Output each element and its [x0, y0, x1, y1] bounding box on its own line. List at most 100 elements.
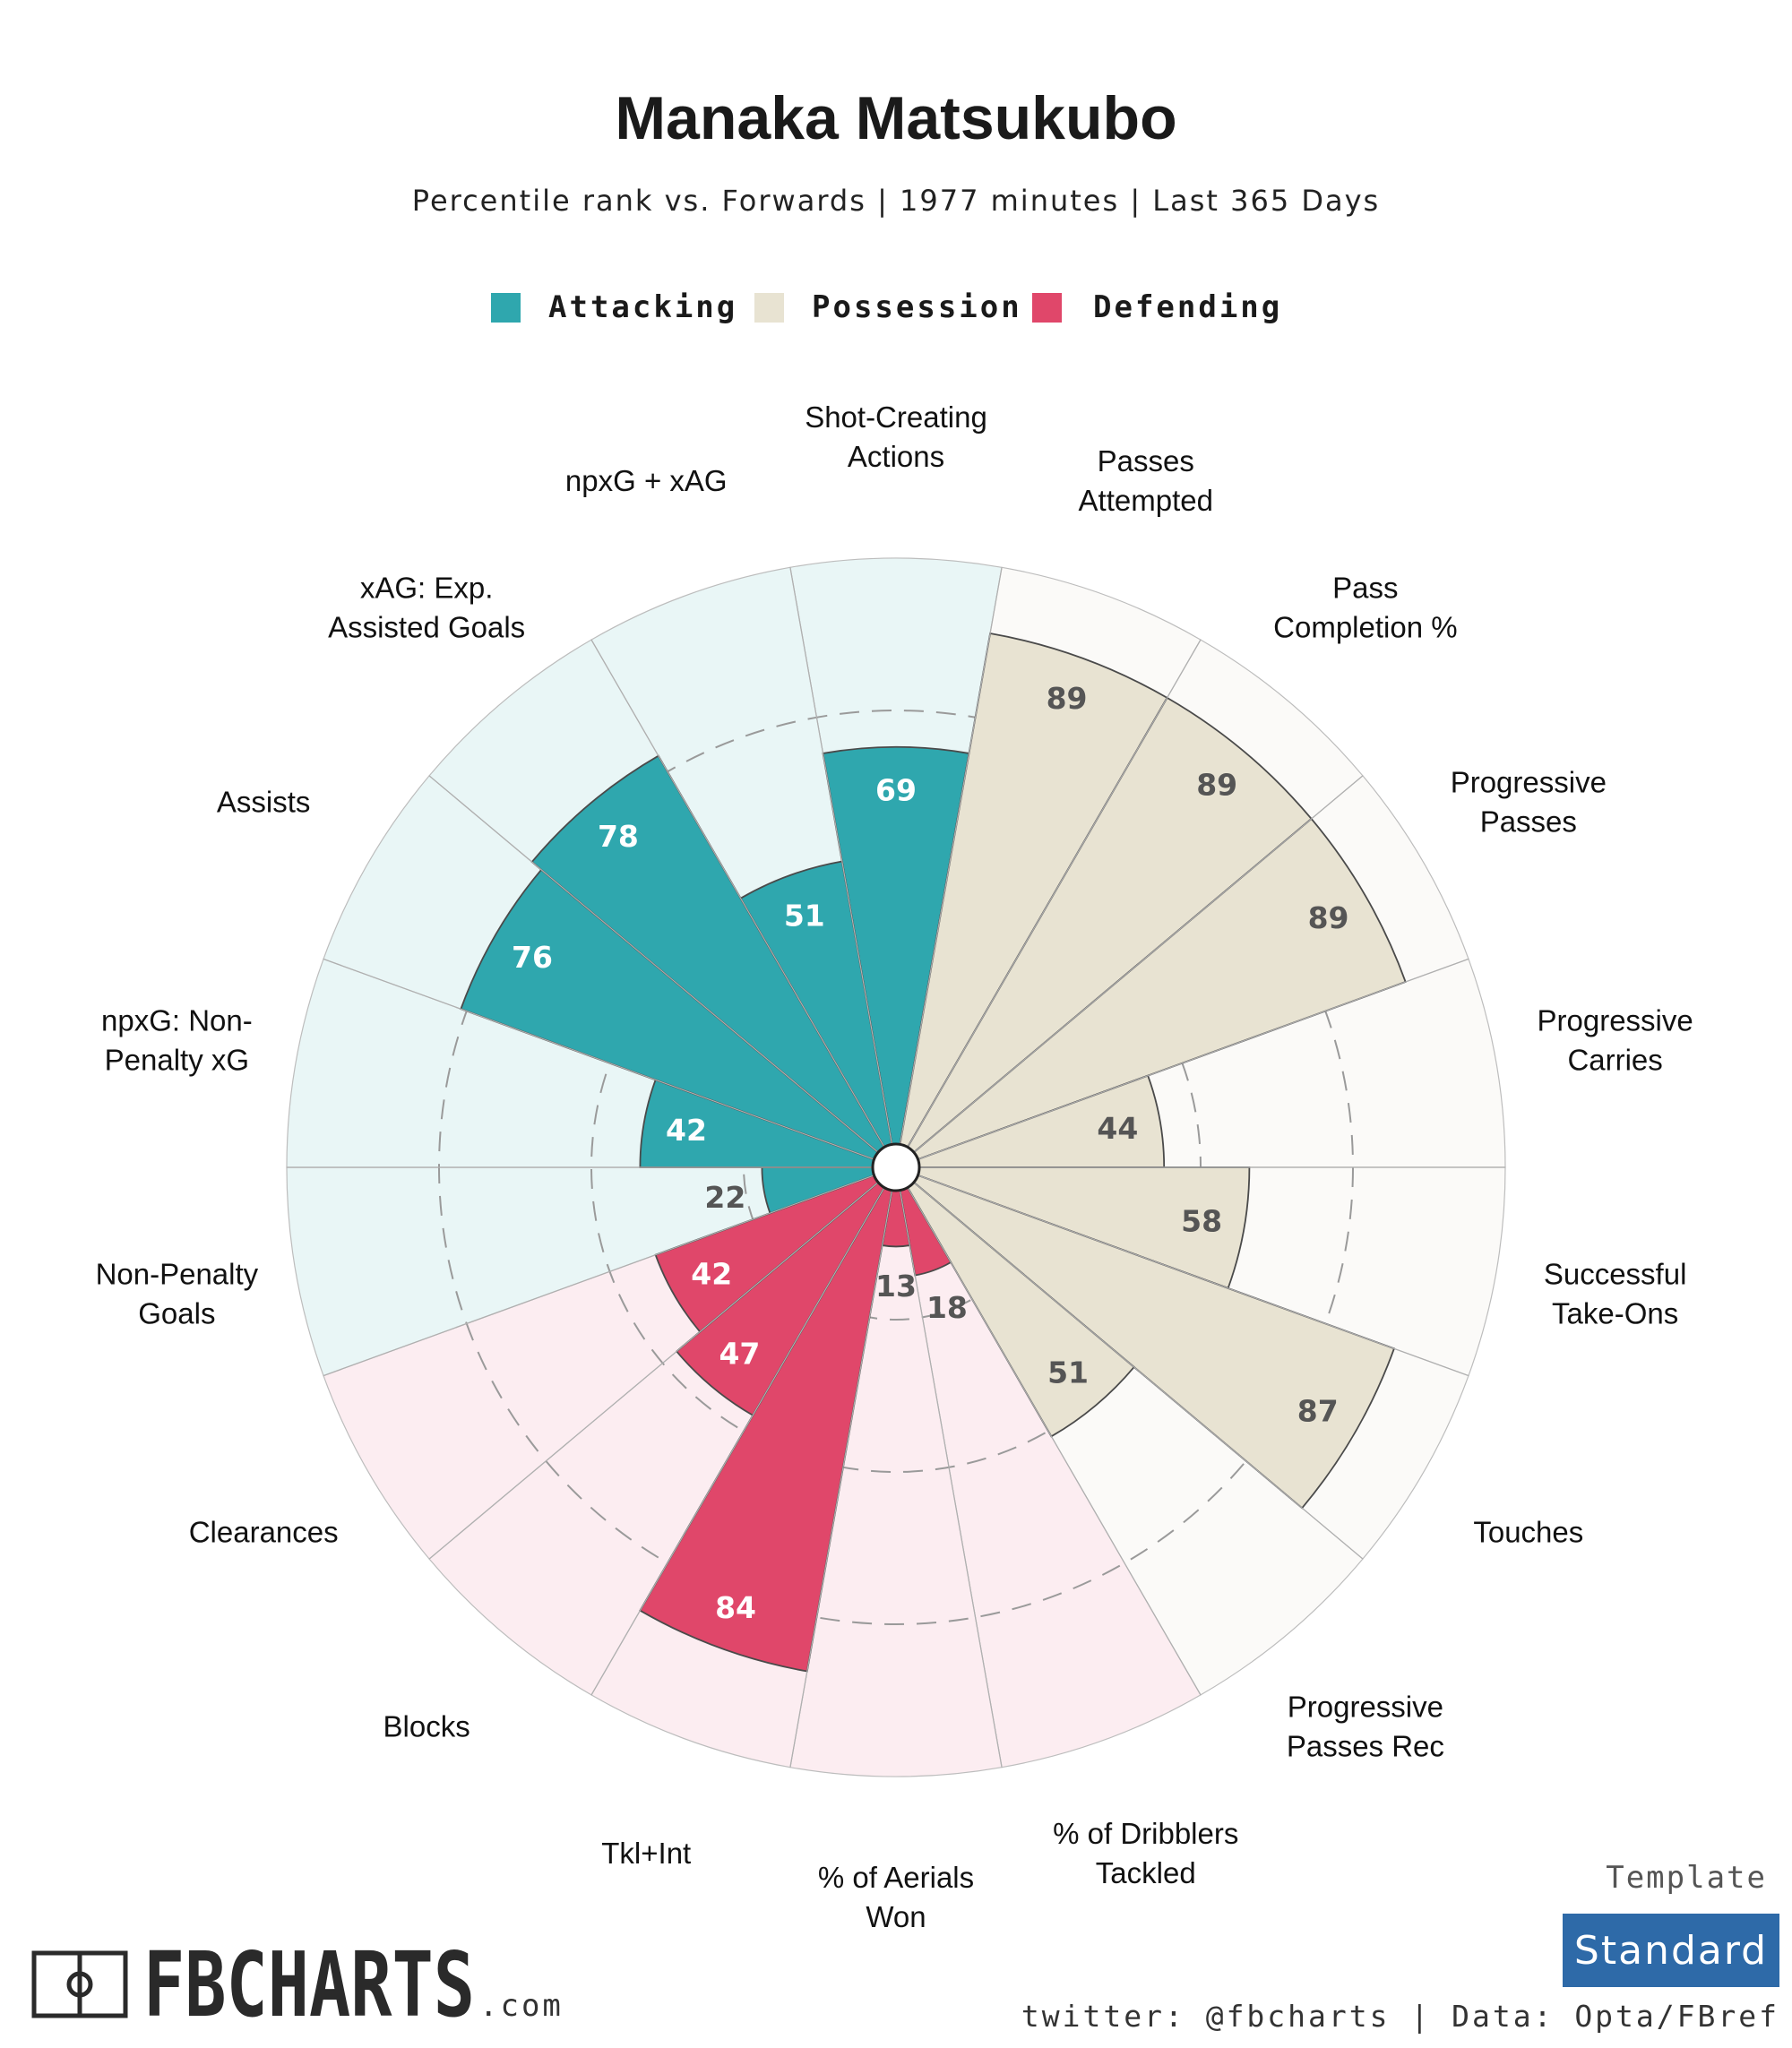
category-label-line: Goals [138, 1297, 215, 1330]
bar-shot-creating-actions [822, 745, 970, 1168]
value-label-touches: 87 [1297, 1393, 1339, 1428]
category-label-line: xAG: Exp. [360, 572, 494, 605]
value-label-progressive-passes: 89 [1308, 900, 1349, 935]
bar-successful-take-ons [895, 1166, 1251, 1290]
category-label-line: npxG + xAG [565, 464, 728, 497]
category-label-line: Blocks [383, 1709, 470, 1743]
value-label-passes-attempted: 89 [1047, 681, 1088, 716]
bg-wedge-pct-of-aerials-won [789, 1166, 1003, 1777]
spoke [895, 958, 1469, 1168]
legend-label-possession: Possession [812, 289, 1022, 325]
value-label-npxg-plus-xag: 51 [784, 899, 825, 934]
spoke [895, 1166, 1469, 1377]
spoke [895, 775, 1364, 1168]
category-label-assists: Assists [217, 786, 311, 819]
category-label-line: Progressive [1451, 766, 1607, 799]
category-label-line: Assisted Goals [328, 611, 525, 644]
category-label-line: Shot-Creating [805, 400, 987, 434]
category-label-line: Passes [1480, 805, 1577, 839]
value-label-successful-take-ons: 58 [1181, 1204, 1222, 1239]
spoke [895, 1166, 1202, 1696]
legend: Attacking Possession Defending [491, 289, 1282, 325]
category-label-line: Attempted [1079, 484, 1213, 517]
value-label-clearances: 42 [691, 1256, 732, 1291]
category-label-passes-attempted: Passes Attempted [1079, 444, 1213, 517]
spoke [789, 567, 897, 1168]
spoke [428, 1166, 897, 1560]
legend-swatch-possession [754, 293, 784, 323]
category-label-npxg-plus-xag: npxG + xAG [565, 464, 728, 497]
legend-swatch-attacking [491, 293, 521, 323]
category-label-line: Tkl+Int [601, 1837, 691, 1870]
bar-assists [460, 868, 897, 1168]
category-label-line: % of Aerials [818, 1861, 974, 1894]
value-label-assists: 76 [512, 940, 553, 975]
category-label-line: Completion % [1273, 611, 1457, 644]
bar-tklplusint [639, 1166, 897, 1673]
radar-plot: 69 89 89 89 44 58 87 51 18 13 84 47 42 22 42 76 78 51 Sho… [96, 400, 1693, 1933]
pitch-icon-center-circle [66, 1971, 93, 1998]
spoke [590, 639, 897, 1168]
category-label-blocks: Blocks [383, 1709, 470, 1743]
category-label-line: Passes [1098, 444, 1194, 478]
value-label-progressive-carries: 44 [1097, 1111, 1138, 1146]
value-bars [460, 632, 1407, 1673]
value-label-xag-exp-assisted-goals: 78 [598, 819, 639, 854]
category-label-npxg-non-penalty-xg: npxG: Non- Penalty xG [101, 1003, 253, 1076]
bg-wedge-non-penalty-goals [286, 1166, 897, 1377]
brand-suffix: .com [479, 1988, 564, 2024]
category-label-line: Passes Rec [1287, 1729, 1444, 1762]
category-label-progressive-carries: Progressive Carries [1538, 1003, 1693, 1076]
category-label-line: Successful [1544, 1258, 1687, 1291]
category-label-line: % of Dribblers [1053, 1817, 1238, 1850]
category-label-successful-take-ons: Successful Take-Ons [1544, 1258, 1687, 1330]
category-label-line: Penalty xG [105, 1043, 249, 1076]
value-label-pct-of-dribblers-tackled: 18 [926, 1290, 968, 1325]
bar-touches [895, 1166, 1396, 1510]
category-label-line: Carries [1567, 1043, 1662, 1076]
legend-swatch-defending [1032, 293, 1062, 323]
template-box [1563, 1914, 1779, 1987]
brand-name: FBCHARTS [143, 1932, 475, 2037]
spoke [789, 1166, 897, 1768]
category-label-clearances: Clearances [189, 1516, 339, 1549]
category-label-line: Touches [1473, 1516, 1583, 1549]
category-label-line: Clearances [189, 1516, 339, 1549]
category-label-line: Assists [217, 786, 311, 819]
spoke [895, 1166, 1003, 1768]
spoke [428, 775, 897, 1168]
bg-wedge-pct-of-dribblers-tackled [895, 1166, 1202, 1768]
page-title: Manaka Matsukubo [615, 84, 1176, 152]
category-label-line: Tackled [1096, 1856, 1196, 1889]
value-label-shot-creating-actions: 69 [875, 772, 917, 807]
category-label-line: Progressive [1538, 1003, 1693, 1037]
brand-logo: FBCHARTS .com [31, 1932, 564, 2037]
spoke [323, 958, 897, 1168]
category-labels: Shot-Creating Actions Passes Attempted Pass C… [96, 400, 1693, 1933]
category-label-line: Pass [1332, 572, 1398, 605]
value-label-pass-completion-pct: 89 [1196, 768, 1237, 803]
legend-label-defending: Defending [1093, 289, 1282, 325]
category-label-progressive-passes-rec: Progressive Passes Rec [1287, 1690, 1444, 1762]
spoke [895, 1166, 1364, 1560]
page-subtitle: Percentile rank vs. Forwards | 1977 minu… [412, 184, 1380, 218]
bar-progressive-passes [895, 817, 1407, 1168]
category-label-non-penalty-goals: Non-Penalty Goals [96, 1258, 259, 1330]
value-label-blocks: 47 [719, 1337, 760, 1372]
category-label-progressive-passes: Progressive Passes [1451, 766, 1607, 839]
category-label-line: Non-Penalty [96, 1258, 259, 1291]
template-badge: Template Standard [1563, 1860, 1779, 1987]
bar-pass-completion-pct [895, 696, 1313, 1168]
category-label-pct-of-aerials-won: % of Aerials Won [818, 1861, 974, 1933]
value-label-non-penalty-goals: 22 [704, 1180, 745, 1215]
category-label-tklplusint: Tkl+Int [601, 1837, 691, 1870]
spokes [287, 567, 1505, 1768]
category-label-line: Take-Ons [1552, 1297, 1678, 1330]
value-label-pct-of-aerials-won: 13 [875, 1269, 917, 1304]
value-labels: 69 89 89 89 44 58 87 51 18 13 84 47 42 22 42 76 78 51 [512, 681, 1348, 1625]
bar-xag-exp-assisted-goals [530, 754, 897, 1168]
category-label-line: npxG: Non- [101, 1003, 253, 1037]
bar-passes-attempted [895, 632, 1168, 1168]
spoke [323, 1166, 897, 1377]
